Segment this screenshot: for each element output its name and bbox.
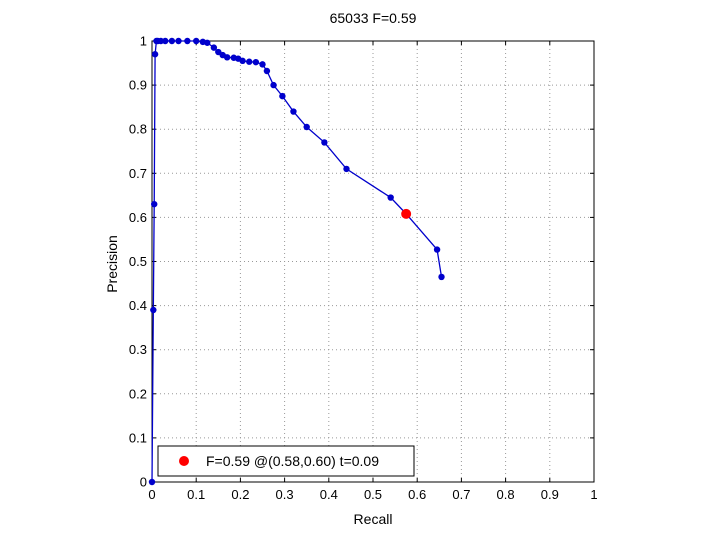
data-point: [279, 92, 286, 100]
x-tick-label: 0.2: [231, 487, 249, 502]
y-tick-label: 0.3: [129, 342, 147, 357]
chart-title: 65033 F=0.59: [330, 10, 417, 26]
data-point: [151, 51, 159, 58]
data-point: [270, 81, 277, 89]
x-tick-label: 0: [148, 487, 155, 502]
x-tick-label: 1: [590, 487, 597, 502]
y-tick-label: 0: [140, 475, 147, 490]
x-tick-label: 0.7: [452, 487, 470, 502]
data-point: [157, 37, 165, 45]
data-point: [150, 306, 157, 314]
data-point: [259, 61, 266, 68]
y-tick-label: 0.1: [129, 430, 147, 445]
best-f-point: [401, 208, 412, 219]
x-tick-label: 0.1: [187, 487, 205, 502]
data-point: [290, 108, 297, 115]
data-point: [343, 165, 350, 173]
data-point: [246, 58, 253, 65]
x-tick-label: 0.9: [541, 487, 559, 502]
legend-label: F=0.59 @(0.58,0.60) t=0.09: [206, 453, 379, 469]
data-point: [252, 58, 260, 66]
data-point: [193, 37, 200, 45]
data-point: [162, 37, 169, 45]
data-point: [239, 57, 246, 65]
data-point: [263, 67, 271, 75]
x-tick-label: 0.3: [276, 487, 294, 502]
y-tick-label: 0.8: [129, 122, 147, 137]
y-axis-label: Precision: [104, 235, 120, 293]
x-tick-label: 0.5: [364, 487, 382, 502]
data-point: [387, 194, 394, 201]
x-tick-label: 0.4: [320, 487, 338, 502]
data-point: [184, 37, 191, 45]
grid: [152, 41, 594, 482]
ticks: 0 0.1 0.2 0.3 0.4 0.5 0.6 0.7 0.8 0.9 1 0 0.1 0.2 0.3 0…: [129, 34, 598, 503]
x-axis-label: Recall: [354, 511, 393, 527]
y-tick-label: 0.4: [129, 298, 147, 313]
data-point: [175, 37, 182, 45]
y-tick-label: 1: [140, 34, 147, 49]
y-tick-label: 0.6: [129, 210, 147, 225]
legend-marker: [179, 456, 189, 466]
data-point: [151, 200, 158, 208]
data-point: [204, 39, 211, 46]
data-point: [321, 139, 328, 146]
data-point: [438, 273, 445, 281]
data-point: [303, 123, 310, 131]
legend: F=0.59 @(0.58,0.60) t=0.09: [157, 445, 415, 477]
y-tick-label: 0.9: [129, 78, 147, 93]
x-tick-label: 0.6: [408, 487, 426, 502]
x-tick-label: 0.8: [497, 487, 515, 502]
legend-box: [157, 445, 415, 477]
y-tick-label: 0.7: [129, 166, 147, 181]
series: [148, 37, 445, 486]
data-point: [148, 478, 156, 486]
y-tick-label: 0.5: [129, 254, 147, 269]
data-point: [223, 54, 231, 61]
data-point: [168, 37, 176, 45]
y-tick-label: 0.2: [129, 386, 147, 401]
data-point: [210, 44, 218, 51]
data-point: [433, 246, 441, 253]
